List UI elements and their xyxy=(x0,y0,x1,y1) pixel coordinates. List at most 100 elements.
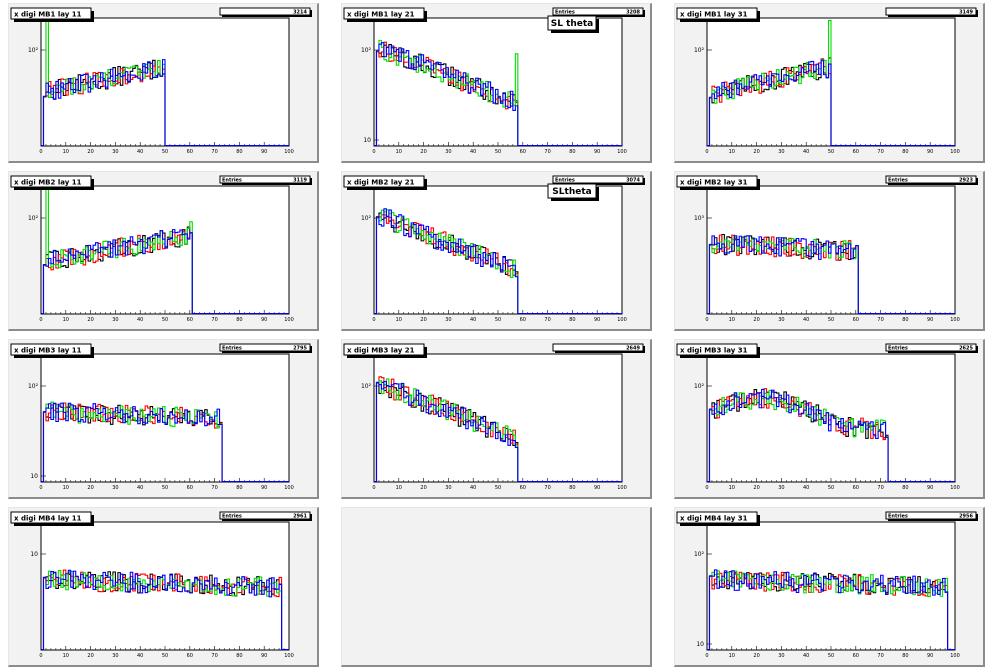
x-tick-label: 0 xyxy=(705,149,708,155)
stats-value: 2961 xyxy=(293,514,307,520)
x-tick-label: 90 xyxy=(927,149,933,155)
x-tick-label: 40 xyxy=(470,149,476,155)
histogram-title: x digi MB1 lay 11 xyxy=(10,7,94,22)
stats-label: Entries xyxy=(222,514,242,520)
x-tick-label: 0 xyxy=(705,317,708,323)
x-tick-label: 60 xyxy=(187,317,193,323)
histogram-series-4 xyxy=(707,569,955,651)
x-tick-label: 100 xyxy=(617,149,627,155)
x-tick-label: 80 xyxy=(569,149,575,155)
x-tick-label: 70 xyxy=(544,485,550,491)
histogram-title: x digi MB2 lay 31 xyxy=(676,175,760,190)
x-tick-label: 20 xyxy=(87,149,93,155)
histogram-series-4 xyxy=(374,42,622,147)
x-tick-label: 30 xyxy=(112,485,118,491)
x-tick-label: 20 xyxy=(420,149,426,155)
histogram-pad: 0 10 20 30 40 50 60 70 80 90 100 10² x digi MB3 lay … xyxy=(674,339,985,499)
stats-box: Entries 3119 xyxy=(219,175,312,185)
x-tick-label: 40 xyxy=(803,149,809,155)
histogram-series-4 xyxy=(41,229,289,315)
histogram-plot: 0 10 20 30 40 50 60 70 80 90 100 10² x digi MB2 lay … xyxy=(343,175,645,323)
x-tick-label: 20 xyxy=(753,485,759,491)
x-tick-label: 20 xyxy=(87,485,93,491)
plot-frame xyxy=(373,353,623,483)
x-tick-label: 100 xyxy=(617,485,627,491)
title-text: x digi MB4 lay 11 xyxy=(14,515,82,523)
x-tick-label: 10 xyxy=(396,149,402,155)
x-tick-label: 90 xyxy=(927,317,933,323)
x-tick-label: 10 xyxy=(729,149,735,155)
title-text: x digi MB4 lay 31 xyxy=(680,515,748,523)
stats-value: 3119 xyxy=(293,178,307,184)
stats-box: Entries 2795 xyxy=(219,343,312,353)
histogram-title: x digi MB4 lay 31 xyxy=(676,511,760,526)
overlay-label-text: SL theta xyxy=(551,19,594,29)
x-tick-label: 60 xyxy=(187,485,193,491)
title-text: x digi MB3 lay 11 xyxy=(14,347,82,355)
stats-value: 2649 xyxy=(626,346,640,352)
x-tick-label: 30 xyxy=(445,485,451,491)
x-tick-label: 50 xyxy=(828,149,834,155)
x-tick-label: 0 xyxy=(372,317,375,323)
histogram-plot: 0 10 20 30 40 50 60 70 80 90 100 10 x digi MB4 lay 1… xyxy=(10,511,312,659)
histogram-pad: 0 10 20 30 40 50 60 70 80 90 100 10² x digi MB2 lay … xyxy=(341,171,652,331)
x-tick-label: 80 xyxy=(902,653,908,659)
x-tick-label: 80 xyxy=(569,485,575,491)
histogram-series-4 xyxy=(41,569,289,651)
stats-label: Entries xyxy=(222,346,242,352)
stats-box: 3214 xyxy=(219,7,312,17)
stats-value: 2923 xyxy=(959,178,973,184)
x-tick-label: 100 xyxy=(284,653,294,659)
plot-frame xyxy=(373,185,623,315)
x-tick-label: 60 xyxy=(853,653,859,659)
title-text: x digi MB2 lay 21 xyxy=(347,179,415,187)
x-tick-label: 10 xyxy=(729,485,735,491)
x-tick-label: 80 xyxy=(902,149,908,155)
x-tick-label: 10 xyxy=(63,149,69,155)
stats-box: Entries 2625 xyxy=(885,343,978,353)
histogram-title: x digi MB3 lay 31 xyxy=(676,343,760,358)
x-tick-label: 70 xyxy=(877,653,883,659)
histogram-series-3 xyxy=(41,570,289,651)
x-tick-label: 0 xyxy=(705,653,708,659)
histogram-series-4 xyxy=(707,60,955,147)
x-tick-label: 40 xyxy=(803,485,809,491)
x-tick-label: 60 xyxy=(520,149,526,155)
x-tick-label: 20 xyxy=(753,653,759,659)
x-tick-label: 80 xyxy=(236,149,242,155)
histogram-pad: 0 10 20 30 40 50 60 70 80 90 100 10³ x digi MB2 lay … xyxy=(674,171,985,331)
x-tick-label: 50 xyxy=(495,149,501,155)
plot-frame xyxy=(40,185,290,315)
x-tick-label: 0 xyxy=(39,485,42,491)
histogram-pad: 0 10 20 30 40 50 60 70 80 90 100 10 x digi MB4 lay 1… xyxy=(8,507,319,667)
x-tick-label: 90 xyxy=(261,485,267,491)
y-tick-label: 10² xyxy=(361,47,372,54)
stats-value: 2625 xyxy=(959,346,973,352)
histogram-title: x digi MB4 lay 11 xyxy=(10,511,94,526)
histogram-plot: 0 10 20 30 40 50 60 70 80 90 100 10² x digi MB3 lay … xyxy=(676,343,978,491)
x-tick-label: 60 xyxy=(853,485,859,491)
x-tick-label: 30 xyxy=(112,149,118,155)
x-tick-label: 50 xyxy=(828,317,834,323)
histogram-pad: 0 10 20 30 40 50 60 70 80 90 100 10² x digi MB3 lay … xyxy=(341,339,652,499)
title-text: x digi MB1 lay 11 xyxy=(14,11,82,19)
x-tick-label: 10 xyxy=(63,317,69,323)
x-tick-label: 80 xyxy=(236,653,242,659)
x-tick-label: 30 xyxy=(778,653,784,659)
stats-box: Entries 3208 xyxy=(552,7,645,17)
x-tick-label: 60 xyxy=(520,317,526,323)
stats-box: 3149 xyxy=(885,7,978,17)
stats-box: Entries 2961 xyxy=(219,511,312,521)
x-tick-label: 70 xyxy=(211,485,217,491)
histogram-title: x digi MB2 lay 11 xyxy=(10,175,94,190)
x-tick-label: 90 xyxy=(594,485,600,491)
x-tick-label: 40 xyxy=(137,149,143,155)
stats-box: Entries 3074 xyxy=(552,175,645,185)
x-tick-label: 10 xyxy=(729,653,735,659)
stats-value: 2956 xyxy=(959,514,973,520)
x-tick-label: 80 xyxy=(569,317,575,323)
title-text: x digi MB3 lay 31 xyxy=(680,347,748,355)
